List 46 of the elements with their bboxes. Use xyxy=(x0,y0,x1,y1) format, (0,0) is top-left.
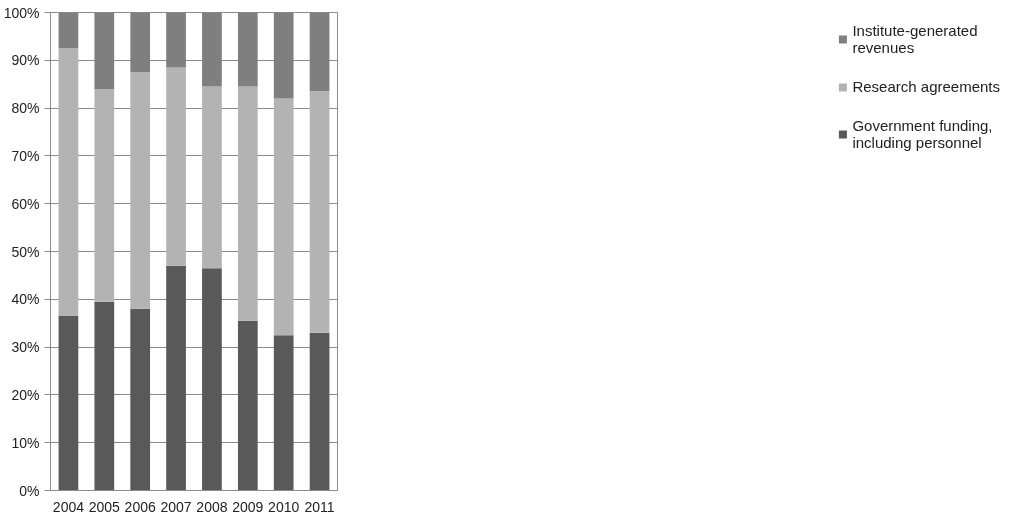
y-tick-label: 70% xyxy=(11,147,40,164)
y-tick-label: 40% xyxy=(11,291,40,308)
bar xyxy=(166,12,186,68)
y-tick-label: 60% xyxy=(11,195,40,212)
x-tick-label: 2010 xyxy=(268,498,300,515)
bar xyxy=(58,48,79,317)
legend-label: Institute-generated revenues xyxy=(852,22,978,56)
x-tick-label: 2009 xyxy=(232,498,264,515)
bar xyxy=(94,88,115,302)
bar xyxy=(202,86,222,269)
y-tick-label: 100% xyxy=(3,4,40,21)
bar xyxy=(166,67,186,266)
y-tick-label: 80% xyxy=(11,100,40,117)
bar xyxy=(273,98,294,336)
bar xyxy=(273,335,294,491)
x-tick-label: 2008 xyxy=(196,498,228,515)
x-tick-label: 2007 xyxy=(160,498,192,515)
x-tick-label: 2011 xyxy=(304,498,335,515)
legend-label: Research agreements xyxy=(852,78,1000,95)
bar xyxy=(237,12,258,87)
bar xyxy=(94,301,115,491)
x-tick-label: 2005 xyxy=(88,498,121,515)
legend-label: Government funding, including personnel xyxy=(852,117,993,151)
bar xyxy=(202,12,222,87)
bar xyxy=(237,320,258,491)
y-tick-label: 30% xyxy=(11,339,40,356)
y-tick-label: 0% xyxy=(19,482,40,499)
bar xyxy=(58,12,79,49)
x-tick-label: 2004 xyxy=(52,498,85,515)
y-tick-label: 10% xyxy=(11,434,40,451)
y-tick-label: 90% xyxy=(11,52,40,69)
y-tick-label: 50% xyxy=(11,243,40,260)
bar xyxy=(202,268,222,491)
bar xyxy=(130,72,151,309)
x-tick-label: 2006 xyxy=(124,498,156,515)
bar xyxy=(237,86,258,321)
bar xyxy=(273,12,294,99)
bar xyxy=(58,316,79,491)
bar xyxy=(94,12,115,89)
bar xyxy=(166,265,186,491)
y-tick-label: 20% xyxy=(11,386,40,403)
bar xyxy=(309,332,330,491)
bar xyxy=(130,12,151,73)
bar xyxy=(309,12,330,92)
bar xyxy=(130,308,151,491)
bar xyxy=(309,91,330,333)
